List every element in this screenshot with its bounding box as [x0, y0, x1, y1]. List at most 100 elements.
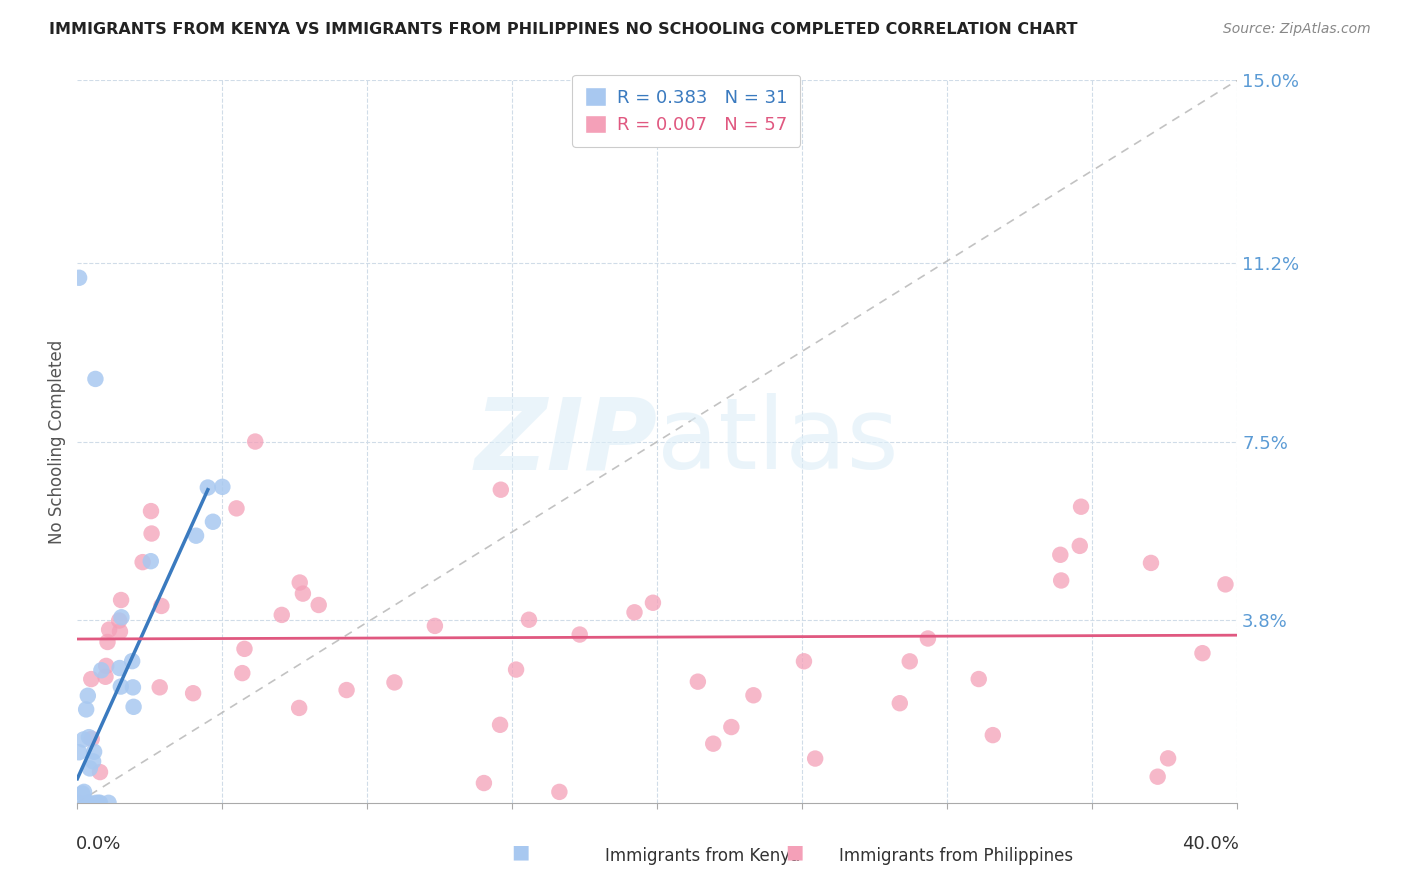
Point: [89, 765, 111, 780]
Point: [108, 614, 131, 628]
Point: [76, 689, 98, 703]
Point: [793, 654, 815, 668]
Point: [87, 796, 110, 810]
Point: [233, 641, 256, 656]
Point: [83, 745, 105, 759]
Point: [89, 796, 111, 810]
Point: [149, 681, 172, 695]
Text: 0.0%: 0.0%: [76, 835, 121, 854]
Point: [80, 672, 103, 686]
Point: [1050, 574, 1073, 588]
Point: [548, 785, 571, 799]
Point: [72, 732, 94, 747]
Point: [702, 737, 724, 751]
Point: [981, 728, 1004, 742]
Point: [96, 635, 118, 649]
Point: [917, 632, 939, 646]
Point: [1069, 539, 1091, 553]
Point: [108, 661, 131, 675]
Point: [889, 696, 911, 710]
Y-axis label: No Schooling Completed: No Schooling Completed: [48, 340, 66, 543]
Point: [110, 593, 132, 607]
Point: [94, 670, 117, 684]
Text: 40.0%: 40.0%: [1181, 835, 1239, 854]
Point: [98, 623, 121, 637]
Point: [84, 796, 107, 810]
Text: Immigrants from Philippines: Immigrants from Philippines: [839, 847, 1073, 865]
Point: [181, 686, 204, 700]
Point: [505, 663, 527, 677]
Point: [197, 481, 219, 495]
Legend: R = 0.383   N = 31, R = 0.007   N = 57: R = 0.383 N = 31, R = 0.007 N = 57: [572, 75, 800, 147]
Point: [67, 745, 90, 759]
Point: [489, 718, 512, 732]
Point: [73, 785, 96, 799]
Point: [1146, 770, 1168, 784]
Point: [423, 619, 446, 633]
Point: [804, 751, 827, 765]
Point: [184, 529, 207, 543]
Point: [96, 659, 118, 673]
Point: [77, 730, 100, 744]
Text: IMMIGRANTS FROM KENYA VS IMMIGRANTS FROM PHILIPPINES NO SCHOOLING COMPLETED CORR: IMMIGRANTS FROM KENYA VS IMMIGRANTS FROM…: [49, 22, 1078, 37]
Point: [1049, 548, 1071, 562]
Point: [67, 270, 90, 285]
Text: atlas: atlas: [658, 393, 898, 490]
Point: [568, 627, 591, 641]
Point: [1215, 577, 1237, 591]
Point: [288, 575, 311, 590]
Point: [211, 480, 233, 494]
Point: [67, 796, 90, 810]
Point: [77, 796, 100, 810]
Point: [122, 681, 145, 695]
Text: ■: ■: [785, 843, 804, 862]
Point: [288, 701, 311, 715]
Point: [641, 596, 664, 610]
Point: [150, 599, 173, 613]
Point: [384, 675, 406, 690]
Point: [1070, 500, 1092, 514]
Text: ZIP: ZIP: [474, 393, 658, 490]
Point: [489, 483, 512, 497]
Text: Source: ZipAtlas.com: Source: ZipAtlas.com: [1223, 22, 1371, 37]
Point: [686, 674, 709, 689]
Point: [245, 434, 267, 449]
Point: [270, 607, 292, 622]
Point: [201, 515, 224, 529]
Point: [97, 796, 120, 810]
Point: [291, 586, 314, 600]
Point: [110, 680, 132, 694]
Point: [80, 731, 103, 746]
Point: [75, 702, 97, 716]
Point: [131, 555, 153, 569]
Point: [139, 504, 162, 518]
Text: Immigrants from Kenya: Immigrants from Kenya: [606, 847, 800, 865]
Point: [90, 663, 112, 677]
Point: [335, 683, 357, 698]
Point: [231, 666, 253, 681]
Point: [72, 787, 94, 801]
Point: [122, 699, 145, 714]
Text: ■: ■: [510, 843, 530, 862]
Point: [79, 761, 101, 775]
Point: [1191, 646, 1213, 660]
Point: [1157, 751, 1180, 765]
Point: [472, 776, 495, 790]
Point: [225, 501, 247, 516]
Point: [898, 654, 921, 668]
Point: [141, 526, 163, 541]
Point: [110, 610, 132, 624]
Point: [308, 598, 330, 612]
Point: [84, 372, 107, 386]
Point: [517, 613, 540, 627]
Point: [742, 688, 765, 702]
Point: [108, 624, 131, 639]
Point: [967, 672, 990, 686]
Point: [82, 755, 104, 769]
Point: [139, 554, 162, 568]
Point: [623, 605, 645, 619]
Point: [1140, 556, 1163, 570]
Point: [76, 796, 98, 810]
Point: [720, 720, 742, 734]
Point: [121, 654, 143, 668]
